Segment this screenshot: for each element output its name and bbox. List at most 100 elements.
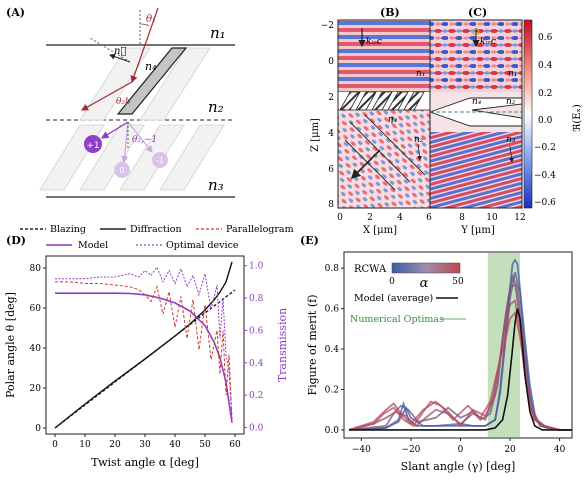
panel-d: (D) Blazing Diffraction Parallelogram Mo… — [4, 224, 294, 469]
d-y2tick: 0.0 — [249, 424, 264, 434]
b-xlabel: X [μm] — [363, 225, 397, 236]
e-xtick: 20 — [504, 445, 516, 455]
e-xtick: −20 — [401, 445, 420, 455]
e-xtick: −40 — [352, 445, 371, 455]
e-ytick: 0.0 — [325, 426, 340, 436]
b-yticks: −2 0 2 4 6 8 — [321, 21, 335, 210]
d-xtick: 50 — [199, 440, 211, 450]
e-rcwa-curve — [348, 282, 572, 431]
c-xtick: 12 — [514, 213, 525, 223]
panel-e-label: (E) — [300, 234, 319, 247]
d-y2tick: 1.0 — [249, 262, 264, 272]
panel-e: (E) −40 −20 0 20 40 0.0 0.2 0.4 0.6 0.8 RCWA 0 α … — [300, 234, 573, 473]
order-plus1-marker — [84, 135, 102, 153]
label-n4: n₄ — [145, 60, 157, 73]
c-xtick: 10 — [486, 213, 498, 223]
b-ytick: 8 — [328, 200, 334, 210]
e-plot: −40 −20 0 20 40 0.0 0.2 0.4 0.6 0.8 — [325, 253, 572, 455]
b-ytick: 6 — [328, 165, 334, 175]
d-series-blazing — [54, 289, 236, 429]
b-ylabel: Z [μm] — [310, 118, 321, 152]
e-model-label: Model (average) — [354, 293, 433, 304]
d-xtick: 0 — [52, 440, 58, 450]
order-zero-label: 0 — [119, 166, 124, 175]
e-rcwa-colorbar — [391, 262, 461, 274]
b-xtick: 0 — [337, 213, 343, 223]
d-xtick: 10 — [79, 440, 91, 450]
normal-vector — [109, 53, 131, 63]
label-n1: n₁ — [210, 24, 226, 42]
e-numopt-label: Numerical Optimas — [350, 314, 444, 325]
b-xtick: 4 — [397, 213, 403, 223]
c-xtick: 8 — [459, 213, 465, 223]
field-map-b: kᵢₙc n₁ n₄ n₂ — [337, 19, 431, 209]
b-xtick: 2 — [367, 213, 373, 223]
label-nvec: n⃗ — [114, 46, 126, 57]
label-n3: n₃ — [208, 176, 224, 194]
d-xtick: 20 — [109, 440, 121, 450]
b-n1: n₁ — [416, 69, 425, 79]
d-xtick: 30 — [139, 440, 151, 450]
cbar-tick: −0.4 — [534, 171, 556, 181]
d-series — [54, 261, 236, 429]
d-y2tick: 0.4 — [249, 359, 264, 369]
e-ylabel: Figure of merit (f) — [306, 294, 319, 395]
c-colorbar — [523, 19, 533, 209]
c-xlabel: Y [μm] — [460, 225, 495, 236]
order-minus1-label: -1 — [156, 156, 164, 165]
cbar-label: ℜ(Eₓ) — [572, 104, 583, 132]
d-legend-diffraction: Diffraction — [130, 224, 182, 235]
cbar-tick: 0.4 — [538, 61, 553, 71]
field-map-c: kᵢₙc n₁ n₄ n₂ n₃ — [428, 19, 523, 209]
d-legend-model: Model — [78, 240, 108, 251]
e-xtick: 40 — [554, 445, 566, 455]
panel-bc: (B) (C) kᵢₙc n₁ n₄ — [310, 6, 583, 236]
d-legend-optimal: Optimal device — [166, 240, 239, 251]
grating-ghosts — [39, 47, 225, 191]
d-ytick: 20 — [30, 384, 42, 394]
cbar-ticks: 0.6 0.4 0.2 0.0 −0.2 −0.4 −0.6 — [534, 33, 556, 208]
d-xtick: 40 — [169, 440, 181, 450]
panel-d-label: (D) — [6, 234, 26, 247]
c-n3: n₃ — [506, 135, 516, 145]
e-ytick: 0.8 — [325, 264, 340, 274]
b-n2: n₂ — [414, 135, 424, 145]
d-y2tick: 0.8 — [249, 294, 264, 304]
e-legend: RCWA 0 α 50 Model (average) Numerical Op… — [350, 262, 466, 325]
theta1-arc — [139, 23, 150, 27]
panel-a-label: (A) — [6, 6, 25, 19]
d-ytick: 0 — [35, 424, 41, 434]
e-xlabel: Slant angle (γ) [deg] — [401, 460, 516, 473]
d-legend: Blazing Diffraction Parallelogram Model … — [20, 224, 294, 251]
e-ytick: 0.4 — [325, 345, 340, 355]
d-legend-blazing: Blazing — [50, 224, 86, 235]
d-ylabel: Polar angle θ [deg] — [4, 292, 17, 398]
label-theta2b: θ₂b — [116, 97, 131, 107]
order-plus1-ray — [100, 121, 129, 139]
d-series-diffraction — [54, 261, 233, 429]
d-y2tick: 0.2 — [249, 391, 263, 401]
label-theta21: θ₂,−1 — [132, 135, 157, 145]
b-xticks: 0 2 4 6 — [337, 213, 432, 223]
e-ytick: 0.2 — [325, 385, 339, 395]
d-ticks: 0 10 20 30 40 50 60 0 20 40 60 80 0.0 0.2 0.4 0.6 0.8 1.0 — [30, 262, 264, 450]
incident-ray — [130, 7, 159, 84]
c-n2: n₂ — [506, 97, 516, 107]
label-n2: n₂ — [208, 98, 224, 116]
d-series-model — [55, 292, 233, 423]
d-ytick: 80 — [30, 264, 42, 274]
b-n4: n₄ — [388, 115, 398, 125]
b-ytick: 0 — [328, 57, 334, 67]
cbar-tick: −0.2 — [534, 143, 556, 153]
d-series-optimal-device — [55, 266, 233, 420]
label-theta1: θ₁ — [146, 14, 156, 25]
e-model-curve — [349, 308, 572, 431]
b-ytick: 4 — [328, 129, 334, 139]
c-n4: n₄ — [472, 97, 482, 107]
b-k-arrow — [350, 149, 381, 180]
b-xtick: 6 — [426, 213, 432, 223]
e-plot-frame — [343, 251, 573, 439]
order-zero-marker — [114, 162, 130, 178]
d-y2tick: 0.6 — [249, 326, 264, 336]
